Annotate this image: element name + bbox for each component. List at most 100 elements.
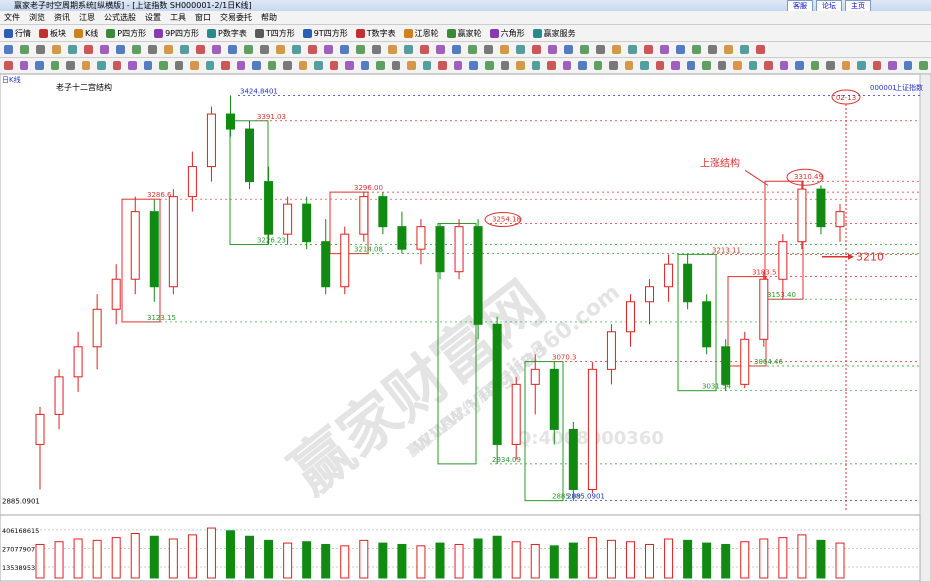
tool-icon[interactable]: [36, 45, 45, 54]
tool-icon[interactable]: [702, 61, 711, 70]
tool-icon[interactable]: [903, 61, 913, 70]
tool-icon[interactable]: [609, 61, 618, 70]
tool-icon[interactable]: [212, 45, 221, 54]
tool-icon[interactable]: [671, 61, 680, 70]
tool-icon[interactable]: [190, 61, 199, 70]
tool-icon[interactable]: [221, 61, 230, 70]
menu-item[interactable]: 资讯: [54, 13, 70, 22]
tool-icon[interactable]: [655, 61, 665, 70]
toolbar-button[interactable]: 板块: [39, 28, 66, 39]
tool-icon[interactable]: [329, 61, 339, 70]
toolbar-button[interactable]: 江恩轮: [403, 28, 439, 39]
toolbar-button[interactable]: 赢家轮: [446, 28, 482, 39]
tool-icon[interactable]: [516, 61, 525, 70]
tool-icon[interactable]: [388, 45, 397, 54]
title-link[interactable]: 论坛: [816, 0, 842, 12]
tool-icon[interactable]: [407, 61, 416, 70]
tool-icon[interactable]: [748, 61, 758, 70]
tool-icon[interactable]: [628, 45, 637, 54]
tool-icon[interactable]: [100, 45, 109, 54]
tool-icon[interactable]: [164, 45, 173, 54]
tool-icon[interactable]: [340, 45, 349, 54]
toolbar-button[interactable]: 六角形: [489, 28, 525, 39]
tool-icon[interactable]: [872, 61, 882, 70]
tool-icon[interactable]: [624, 61, 634, 70]
menu-item[interactable]: 江恩: [79, 13, 95, 22]
tool-icon[interactable]: [452, 45, 461, 54]
toolbar-button[interactable]: 9T四方形: [302, 28, 348, 39]
tool-icon[interactable]: [740, 45, 749, 54]
tool-icon[interactable]: [112, 61, 122, 70]
menu-item[interactable]: 文件: [4, 13, 20, 22]
tool-icon[interactable]: [453, 61, 463, 70]
tool-icon[interactable]: [20, 45, 29, 54]
tool-icon[interactable]: [376, 61, 385, 70]
tool-icon[interactable]: [128, 61, 137, 70]
tool-icon[interactable]: [19, 61, 29, 70]
tool-icon[interactable]: [260, 45, 269, 54]
tool-icon[interactable]: [372, 45, 381, 54]
tool-icon[interactable]: [345, 61, 354, 70]
tool-icon[interactable]: [888, 61, 897, 70]
tool-icon[interactable]: [640, 61, 649, 70]
tool-icon[interactable]: [84, 45, 93, 54]
tool-icon[interactable]: [205, 61, 215, 70]
tool-icon[interactable]: [484, 45, 493, 54]
menu-item[interactable]: 工具: [170, 13, 186, 22]
tool-icon[interactable]: [4, 61, 13, 70]
tool-icon[interactable]: [660, 45, 669, 54]
menu-item[interactable]: 公式选股: [104, 13, 136, 22]
tool-icon[interactable]: [391, 61, 401, 70]
tool-icon[interactable]: [484, 61, 494, 70]
tool-icon[interactable]: [857, 61, 866, 70]
tool-icon[interactable]: [532, 45, 541, 54]
tool-icon[interactable]: [436, 45, 445, 54]
tool-icon[interactable]: [356, 45, 365, 54]
tool-icon[interactable]: [81, 61, 91, 70]
tool-icon[interactable]: [68, 45, 77, 54]
tool-icon[interactable]: [547, 61, 556, 70]
tool-icon[interactable]: [148, 45, 157, 54]
tool-icon[interactable]: [180, 45, 189, 54]
tool-icon[interactable]: [236, 61, 246, 70]
tool-icon[interactable]: [724, 45, 733, 54]
tool-icon[interactable]: [919, 61, 928, 70]
tool-icon[interactable]: [174, 61, 184, 70]
tool-icon[interactable]: [324, 45, 333, 54]
tool-icon[interactable]: [779, 61, 789, 70]
tool-icon[interactable]: [252, 61, 261, 70]
toolbar-button[interactable]: T数字表: [355, 28, 396, 39]
tool-icon[interactable]: [764, 61, 773, 70]
tool-icon[interactable]: [564, 45, 573, 54]
toolbar-button[interactable]: P数字表: [207, 28, 247, 39]
tool-icon[interactable]: [298, 61, 308, 70]
tool-icon[interactable]: [676, 45, 685, 54]
tool-icon[interactable]: [267, 61, 277, 70]
tool-icon[interactable]: [596, 45, 605, 54]
menu-item[interactable]: 窗口: [195, 13, 211, 22]
tool-icon[interactable]: [159, 61, 168, 70]
tool-icon[interactable]: [708, 45, 717, 54]
tool-icon[interactable]: [132, 45, 141, 54]
tool-icon[interactable]: [593, 61, 603, 70]
tool-icon[interactable]: [4, 45, 13, 54]
tool-icon[interactable]: [228, 45, 237, 54]
tool-icon[interactable]: [404, 45, 413, 54]
tool-icon[interactable]: [810, 61, 820, 70]
tool-icon[interactable]: [692, 45, 701, 54]
toolbar-button[interactable]: 行情: [4, 28, 31, 39]
menu-item[interactable]: 设置: [145, 13, 161, 22]
toolbar-button[interactable]: T四方形: [254, 28, 295, 39]
tool-icon[interactable]: [35, 61, 44, 70]
tool-icon[interactable]: [116, 45, 125, 54]
tool-icon[interactable]: [276, 45, 285, 54]
tool-icon[interactable]: [826, 61, 835, 70]
tool-icon[interactable]: [143, 61, 153, 70]
tool-icon[interactable]: [644, 45, 653, 54]
tool-icon[interactable]: [196, 45, 205, 54]
tool-icon[interactable]: [420, 45, 429, 54]
tool-icon[interactable]: [438, 61, 447, 70]
tool-icon[interactable]: [500, 61, 510, 70]
tool-icon[interactable]: [686, 61, 696, 70]
tool-icon[interactable]: [795, 61, 804, 70]
